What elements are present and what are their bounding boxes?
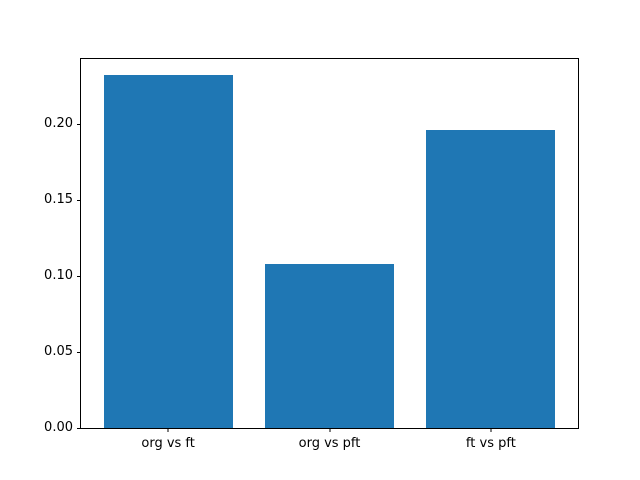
bar-org-vs-ft [103,75,233,428]
y-tick-mark [77,427,81,429]
y-tick-label: 0.00 [44,419,73,435]
bar-org-vs-pft [264,263,395,428]
y-tick-label: 0.10 [44,267,73,283]
y-tick-label: 0.15 [44,191,73,207]
y-tick-label: 0.05 [44,343,73,359]
x-tick-label: org vs ft [141,436,195,451]
bar-ft-vs-pft [426,130,556,428]
y-tick-mark [77,275,81,277]
plot-area: 0.00 0.05 0.10 0.15 0.20 org vs ft org vs pft f… [44,58,579,451]
y-tick-mark [77,199,81,201]
x-tick-mark [167,428,169,432]
y-tick-label: 0.20 [44,115,73,131]
x-tick-label: ft vs pft [465,436,516,451]
x-tick-label: org vs pft [298,436,361,451]
x-tick-mark [329,428,330,432]
x-tick-mark [490,428,492,432]
y-tick-mark [77,351,81,353]
y-tick-mark [77,123,81,125]
